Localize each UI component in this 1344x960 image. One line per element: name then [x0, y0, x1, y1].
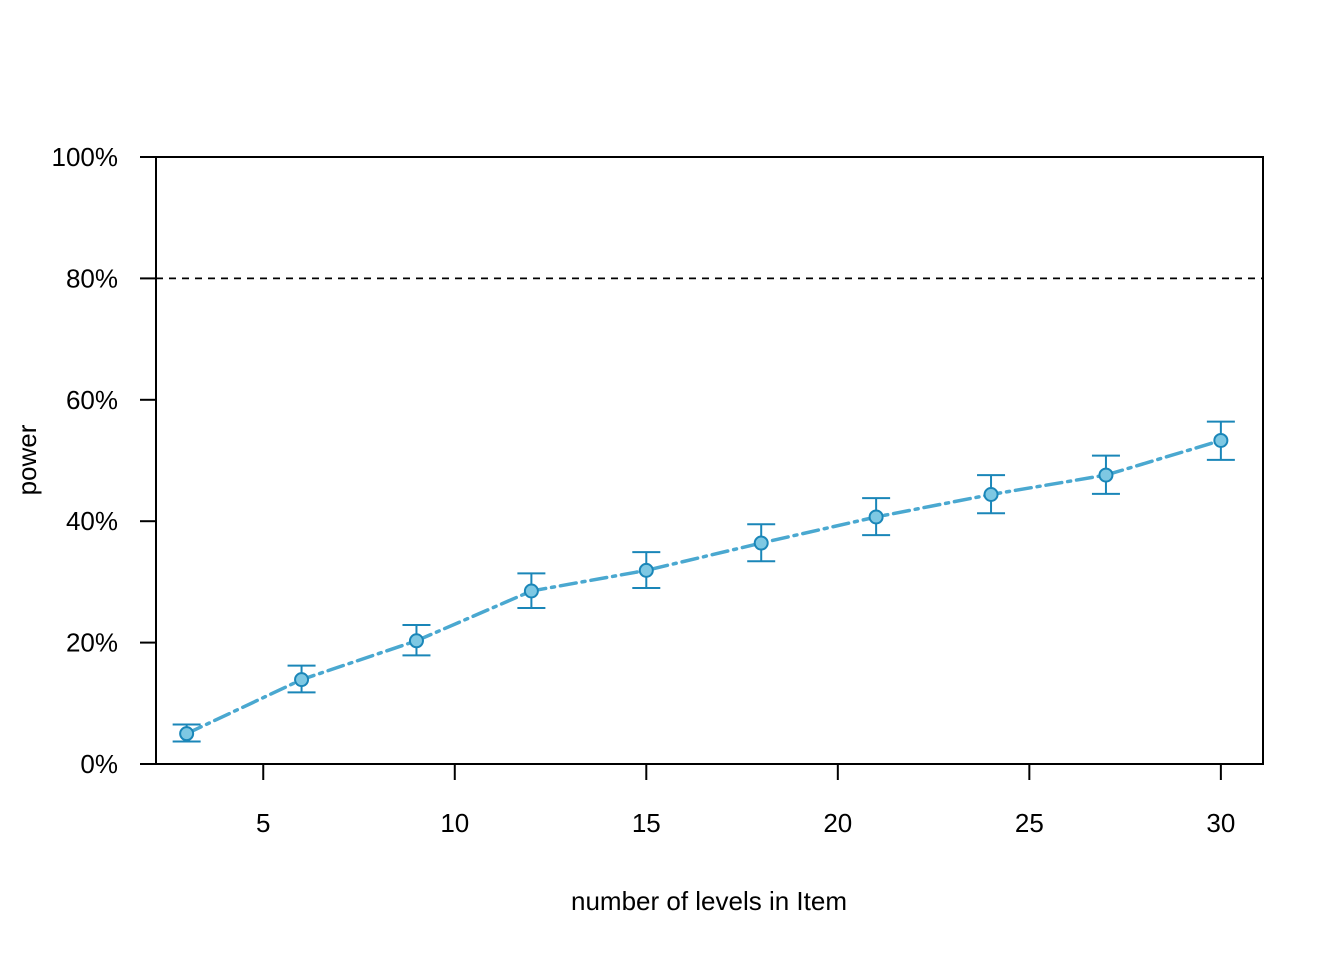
- x-tick-label: 10: [440, 808, 469, 838]
- y-axis-title: power: [12, 424, 42, 495]
- y-tick-label: 100%: [52, 142, 119, 172]
- y-tick-label: 0%: [80, 749, 118, 779]
- data-point: [868, 509, 884, 525]
- x-tick-label: 5: [256, 808, 270, 838]
- y-tick-label: 60%: [66, 385, 118, 415]
- data-point: [408, 633, 424, 649]
- data-point: [294, 672, 310, 688]
- x-tick-label: 25: [1015, 808, 1044, 838]
- y-tick-label: 40%: [66, 506, 118, 536]
- data-point: [1098, 467, 1114, 483]
- y-axis: 0% 20% 40% 60% 80% 100%: [52, 142, 156, 779]
- x-tick-label: 20: [823, 808, 852, 838]
- series-layer: [172, 420, 1235, 743]
- series-line: [184, 438, 1223, 736]
- x-axis-title: number of levels in Item: [571, 886, 847, 916]
- y-tick-label: 20%: [66, 628, 118, 658]
- data-point: [179, 726, 195, 742]
- y-tick-label: 80%: [66, 263, 118, 293]
- plot-frame: [155, 156, 1264, 765]
- data-point: [983, 486, 999, 502]
- data-point: [638, 562, 654, 578]
- data-point: [753, 535, 769, 551]
- x-tick-label: 30: [1206, 808, 1235, 838]
- data-point: [1213, 432, 1229, 448]
- x-axis: 5 10 15 20 25 30: [256, 764, 1235, 838]
- x-tick-label: 15: [632, 808, 661, 838]
- data-point: [523, 583, 539, 599]
